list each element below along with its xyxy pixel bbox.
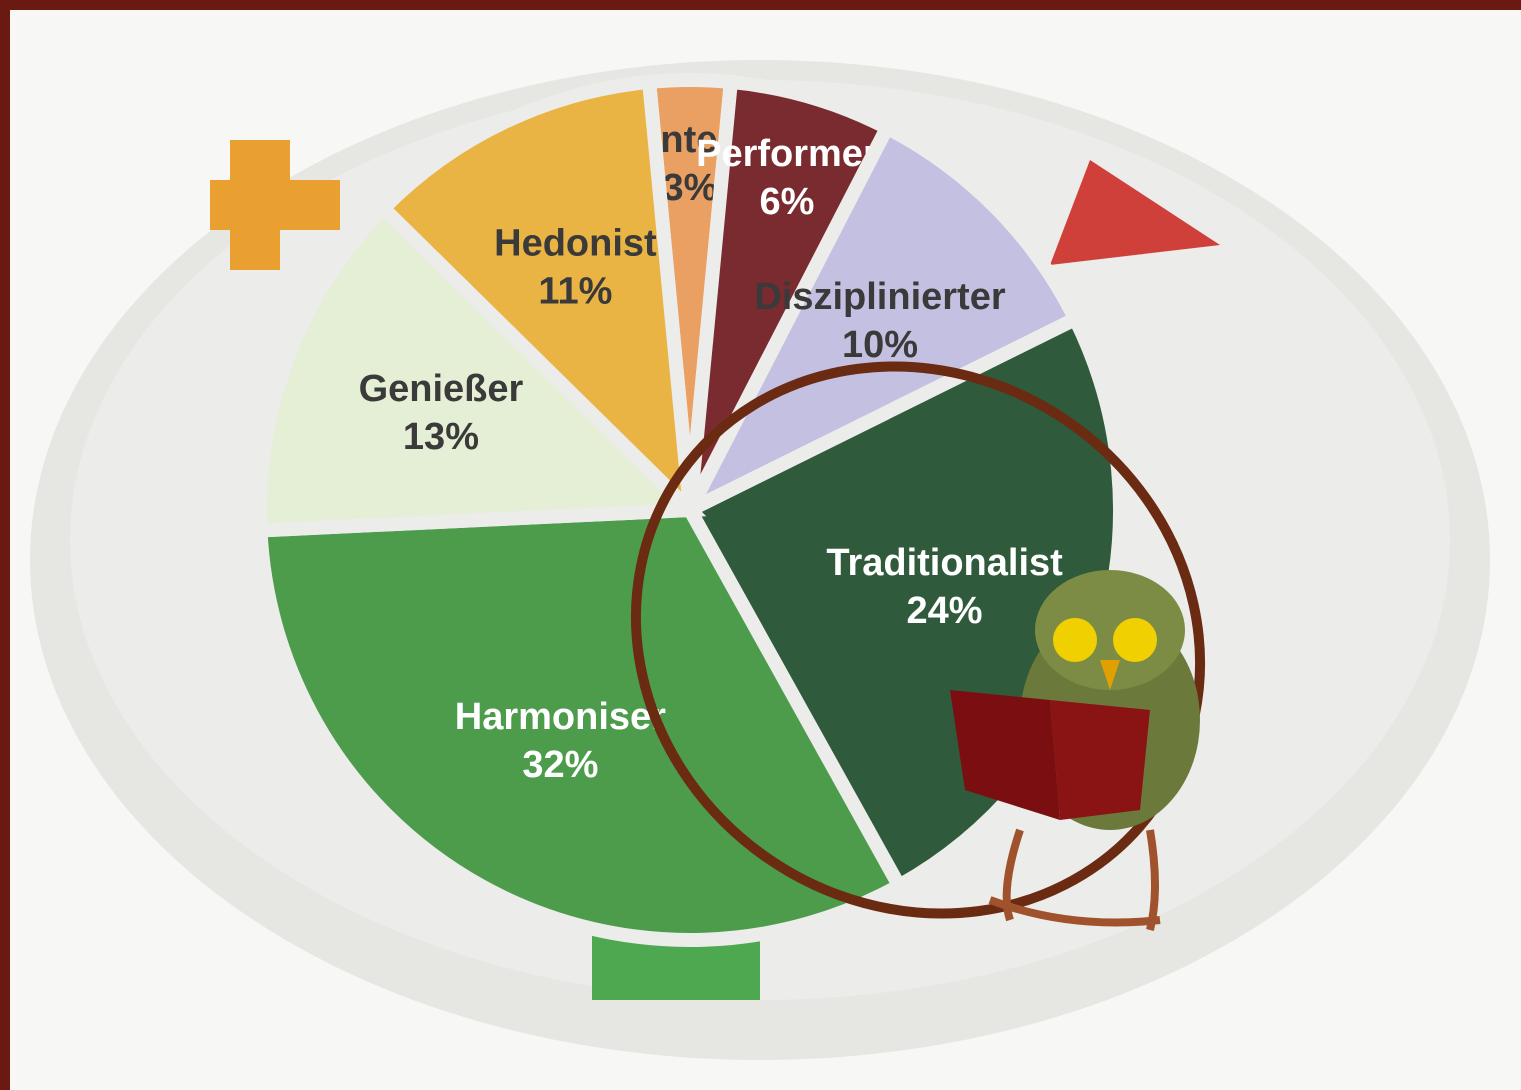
- flag: [1050, 160, 1220, 265]
- slice-value-label: 10%: [842, 324, 918, 366]
- puzzle-piece: [210, 140, 340, 270]
- slice-label: Genießer: [359, 368, 524, 410]
- slice-value-label: 24%: [907, 590, 983, 632]
- slice-value-label: 6%: [759, 181, 814, 223]
- pie-slice: [253, 198, 707, 538]
- pie-slice: [373, 74, 699, 529]
- slice-value-label: 13%: [403, 416, 479, 458]
- slice-label: Hedonist: [494, 222, 657, 264]
- slice-label: Disziplinierter: [754, 276, 1005, 318]
- pie: Abenteurer3%Performer6%Disziplinierter10…: [253, 73, 1127, 947]
- slice-value-label: 32%: [522, 744, 598, 786]
- slice-label: Traditionalist: [826, 542, 1063, 584]
- owl: [950, 570, 1200, 931]
- slice-value-label: 11%: [538, 270, 612, 312]
- left-border: [0, 0, 10, 1090]
- pie-slice: [674, 118, 1085, 526]
- top-border: [0, 0, 1521, 10]
- slice-value-label: 3%: [663, 167, 718, 209]
- slice-label: Performer: [696, 133, 878, 175]
- slice-label: Harmoniser: [455, 696, 666, 738]
